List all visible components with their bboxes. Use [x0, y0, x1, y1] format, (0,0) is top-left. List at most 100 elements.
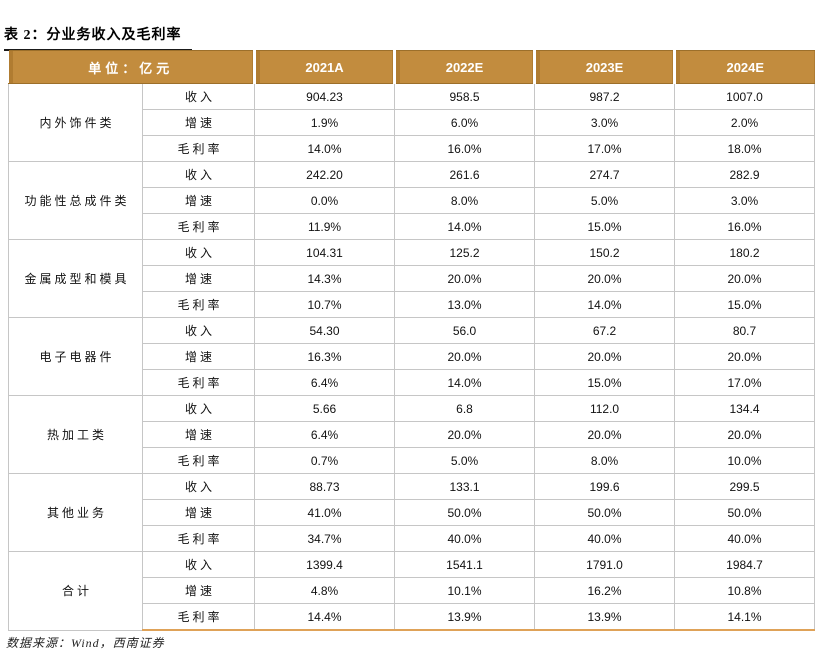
- value-cell: 13.9%: [394, 603, 536, 631]
- value-cell: 299.5: [674, 473, 816, 500]
- value-cell: 2.0%: [674, 109, 816, 136]
- value-cell: 14.0%: [254, 135, 396, 162]
- metric-label: 毛利率: [141, 603, 256, 631]
- value-cell: 6.8: [394, 395, 536, 422]
- business-revenue-margin-table: 单位：亿元 2021A 2022E 2023E 2024E 内外饰件类 收入 904.23…: [8, 50, 816, 631]
- value-cell: 5.0%: [394, 447, 536, 474]
- value-cell: 13.9%: [534, 603, 676, 631]
- table-row: 功能性总成件类 收入 242.20 261.6 274.7 282.9: [8, 161, 816, 240]
- value-cell: 6.4%: [254, 421, 396, 448]
- value-cell: 67.2: [534, 317, 676, 344]
- table-row: 毛利率 10.7% 13.0% 14.0% 15.0%: [9, 291, 816, 318]
- table-header: 单位：亿元 2021A 2022E 2023E 2024E: [8, 50, 815, 84]
- metric-label: 增速: [141, 265, 256, 292]
- value-cell: 16.0%: [674, 213, 816, 240]
- year-column-header: 2022E: [394, 50, 537, 84]
- value-cell: 274.7: [534, 161, 676, 188]
- value-cell: 5.0%: [534, 187, 676, 214]
- business-segment-name: 其他业务: [8, 473, 143, 552]
- value-cell: 10.7%: [254, 291, 396, 318]
- data-source-note: 数据来源：Wind，西南证券: [6, 636, 165, 650]
- metric-label: 毛利率: [141, 447, 256, 474]
- value-cell: 50.0%: [674, 499, 816, 526]
- table-row: 毛利率 11.9% 14.0% 15.0% 16.0%: [9, 213, 816, 240]
- metric-label: 增速: [141, 577, 256, 604]
- metric-label: 毛利率: [141, 213, 256, 240]
- value-cell: 1007.0: [674, 83, 816, 110]
- table-row: 增速 4.8% 10.1% 16.2% 10.8%: [9, 577, 816, 604]
- value-cell: 20.0%: [674, 343, 816, 370]
- table-row: 增速 41.0% 50.0% 50.0% 50.0%: [9, 499, 816, 526]
- table-row: 电子电器件 收入 54.30 56.0 67.2 80.7: [8, 317, 816, 396]
- table-title: 表 2：分业务收入及毛利率: [4, 24, 192, 51]
- value-cell: 13.0%: [394, 291, 536, 318]
- value-cell: 8.0%: [534, 447, 676, 474]
- value-cell: 15.0%: [674, 291, 816, 318]
- value-cell: 5.66: [254, 395, 396, 422]
- value-cell: 3.0%: [534, 109, 676, 136]
- value-cell: 150.2: [534, 239, 676, 266]
- table-row: 增速 0.0% 8.0% 5.0% 3.0%: [9, 187, 816, 214]
- year-column-header: 2023E: [534, 50, 677, 84]
- value-cell: 20.0%: [534, 265, 676, 292]
- value-cell: 3.0%: [674, 187, 816, 214]
- metric-label: 收入: [141, 239, 256, 266]
- table-row: 合计 收入 1399.4 1541.1 1791.0 1984.7: [8, 551, 816, 631]
- value-cell: 14.0%: [394, 369, 536, 396]
- value-cell: 20.0%: [534, 421, 676, 448]
- table-row: 增速 14.3% 20.0% 20.0% 20.0%: [9, 265, 816, 292]
- business-segment-name: 电子电器件: [8, 317, 143, 396]
- year-column-header: 2021A: [254, 50, 397, 84]
- business-segment-name: 内外饰件类: [8, 83, 143, 162]
- metric-label: 收入: [141, 395, 256, 422]
- value-cell: 15.0%: [534, 213, 676, 240]
- metric-label: 毛利率: [141, 291, 256, 318]
- value-cell: 56.0: [394, 317, 536, 344]
- metric-label: 增速: [141, 499, 256, 526]
- business-segment-name: 金属成型和模具: [8, 239, 143, 318]
- table-row: 增速 16.3% 20.0% 20.0% 20.0%: [9, 343, 816, 370]
- value-cell: 134.4: [674, 395, 816, 422]
- value-cell: 40.0%: [394, 525, 536, 552]
- value-cell: 261.6: [394, 161, 536, 188]
- metric-label: 增速: [141, 421, 256, 448]
- value-cell: 199.6: [534, 473, 676, 500]
- value-cell: 958.5: [394, 83, 536, 110]
- value-cell: 1541.1: [394, 551, 536, 578]
- table-body: 内外饰件类 收入 904.23 958.5 987.2 1007.0 增速 1.9% 6.0% 3…: [8, 83, 816, 631]
- value-cell: 20.0%: [394, 265, 536, 292]
- table-row: 增速 1.9% 6.0% 3.0% 2.0%: [9, 109, 816, 136]
- unit-header-cell: 单位：亿元: [8, 50, 257, 84]
- value-cell: 14.0%: [394, 213, 536, 240]
- value-cell: 14.3%: [254, 265, 396, 292]
- value-cell: 1399.4: [254, 551, 396, 578]
- value-cell: 41.0%: [254, 499, 396, 526]
- table-header-row: 单位：亿元 2021A 2022E 2023E 2024E: [8, 50, 815, 84]
- value-cell: 16.3%: [254, 343, 396, 370]
- value-cell: 80.7: [674, 317, 816, 344]
- value-cell: 20.0%: [674, 421, 816, 448]
- value-cell: 17.0%: [534, 135, 676, 162]
- metric-label: 收入: [141, 83, 256, 110]
- metric-label: 增速: [141, 109, 256, 136]
- metric-label: 增速: [141, 187, 256, 214]
- table-row: 毛利率 14.4% 13.9% 13.9% 14.1%: [9, 603, 816, 631]
- value-cell: 20.0%: [394, 343, 536, 370]
- value-cell: 20.0%: [674, 265, 816, 292]
- metric-label: 收入: [141, 317, 256, 344]
- value-cell: 0.0%: [254, 187, 396, 214]
- value-cell: 987.2: [534, 83, 676, 110]
- value-cell: 10.8%: [674, 577, 816, 604]
- value-cell: 14.1%: [674, 603, 816, 631]
- value-cell: 242.20: [254, 161, 396, 188]
- metric-label: 收入: [141, 473, 256, 500]
- value-cell: 8.0%: [394, 187, 536, 214]
- table-row: 毛利率 6.4% 14.0% 15.0% 17.0%: [9, 369, 816, 396]
- value-cell: 88.73: [254, 473, 396, 500]
- value-cell: 1.9%: [254, 109, 396, 136]
- value-cell: 16.0%: [394, 135, 536, 162]
- value-cell: 18.0%: [674, 135, 816, 162]
- metric-label: 增速: [141, 343, 256, 370]
- table-row: 热加工类 收入 5.66 6.8 112.0 134.4: [8, 395, 816, 474]
- value-cell: 50.0%: [534, 499, 676, 526]
